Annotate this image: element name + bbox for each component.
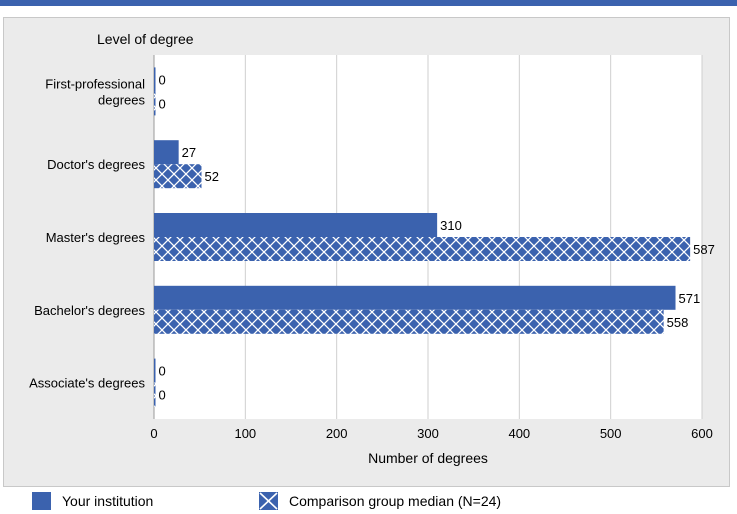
bar-your-institution xyxy=(154,358,156,383)
legend-item-your-institution: Your institution xyxy=(32,491,153,511)
bar-your-institution xyxy=(154,140,179,165)
data-label: 0 xyxy=(159,388,166,403)
category-label: degrees xyxy=(98,92,145,107)
category-label: Master's degrees xyxy=(46,230,146,245)
x-tick-label: 500 xyxy=(600,426,622,441)
top-accent-bar xyxy=(0,0,737,6)
legend-item-comparison-median: Comparison group median (N=24) xyxy=(259,491,501,511)
category-label: First-professional xyxy=(45,76,145,91)
bar-your-institution xyxy=(154,67,156,92)
bar-comparison-median xyxy=(154,237,691,261)
legend-swatch-hatched xyxy=(259,492,278,510)
category-label: Doctor's degrees xyxy=(47,157,145,172)
data-label: 558 xyxy=(667,315,689,330)
y-axis-title: Level of degree xyxy=(97,31,194,47)
x-tick-label: 400 xyxy=(508,426,530,441)
legend-label: Your institution xyxy=(62,493,154,509)
x-tick-label: 200 xyxy=(326,426,348,441)
data-label: 0 xyxy=(159,96,166,111)
legend-swatch-solid xyxy=(32,492,51,510)
x-tick-label: 600 xyxy=(691,426,713,441)
legend-label: Comparison group median (N=24) xyxy=(289,493,502,509)
bar-comparison-median xyxy=(154,164,202,189)
data-label: 310 xyxy=(440,218,462,233)
x-tick-label: 100 xyxy=(234,426,256,441)
bar-comparison-median xyxy=(154,309,664,334)
data-label: 0 xyxy=(159,72,166,87)
x-axis-title: Number of degrees xyxy=(368,450,488,466)
bar-comparison-median xyxy=(154,91,156,116)
category-label: Associate's degrees xyxy=(29,376,145,391)
bar-your-institution xyxy=(154,285,676,310)
data-label: 587 xyxy=(693,242,715,257)
bar-your-institution xyxy=(154,213,438,237)
data-label: 27 xyxy=(182,145,196,160)
bar-chart: 0 100 200 300 400 500 600 Level of degree Number… xyxy=(29,31,715,466)
data-label: 571 xyxy=(679,291,701,306)
data-label: 52 xyxy=(204,169,218,184)
bar-comparison-median xyxy=(154,382,156,407)
category-label: Bachelor's degrees xyxy=(34,303,145,318)
data-label: 0 xyxy=(159,364,166,379)
x-tick-label: 0 xyxy=(150,426,157,441)
x-tick-label: 300 xyxy=(417,426,439,441)
